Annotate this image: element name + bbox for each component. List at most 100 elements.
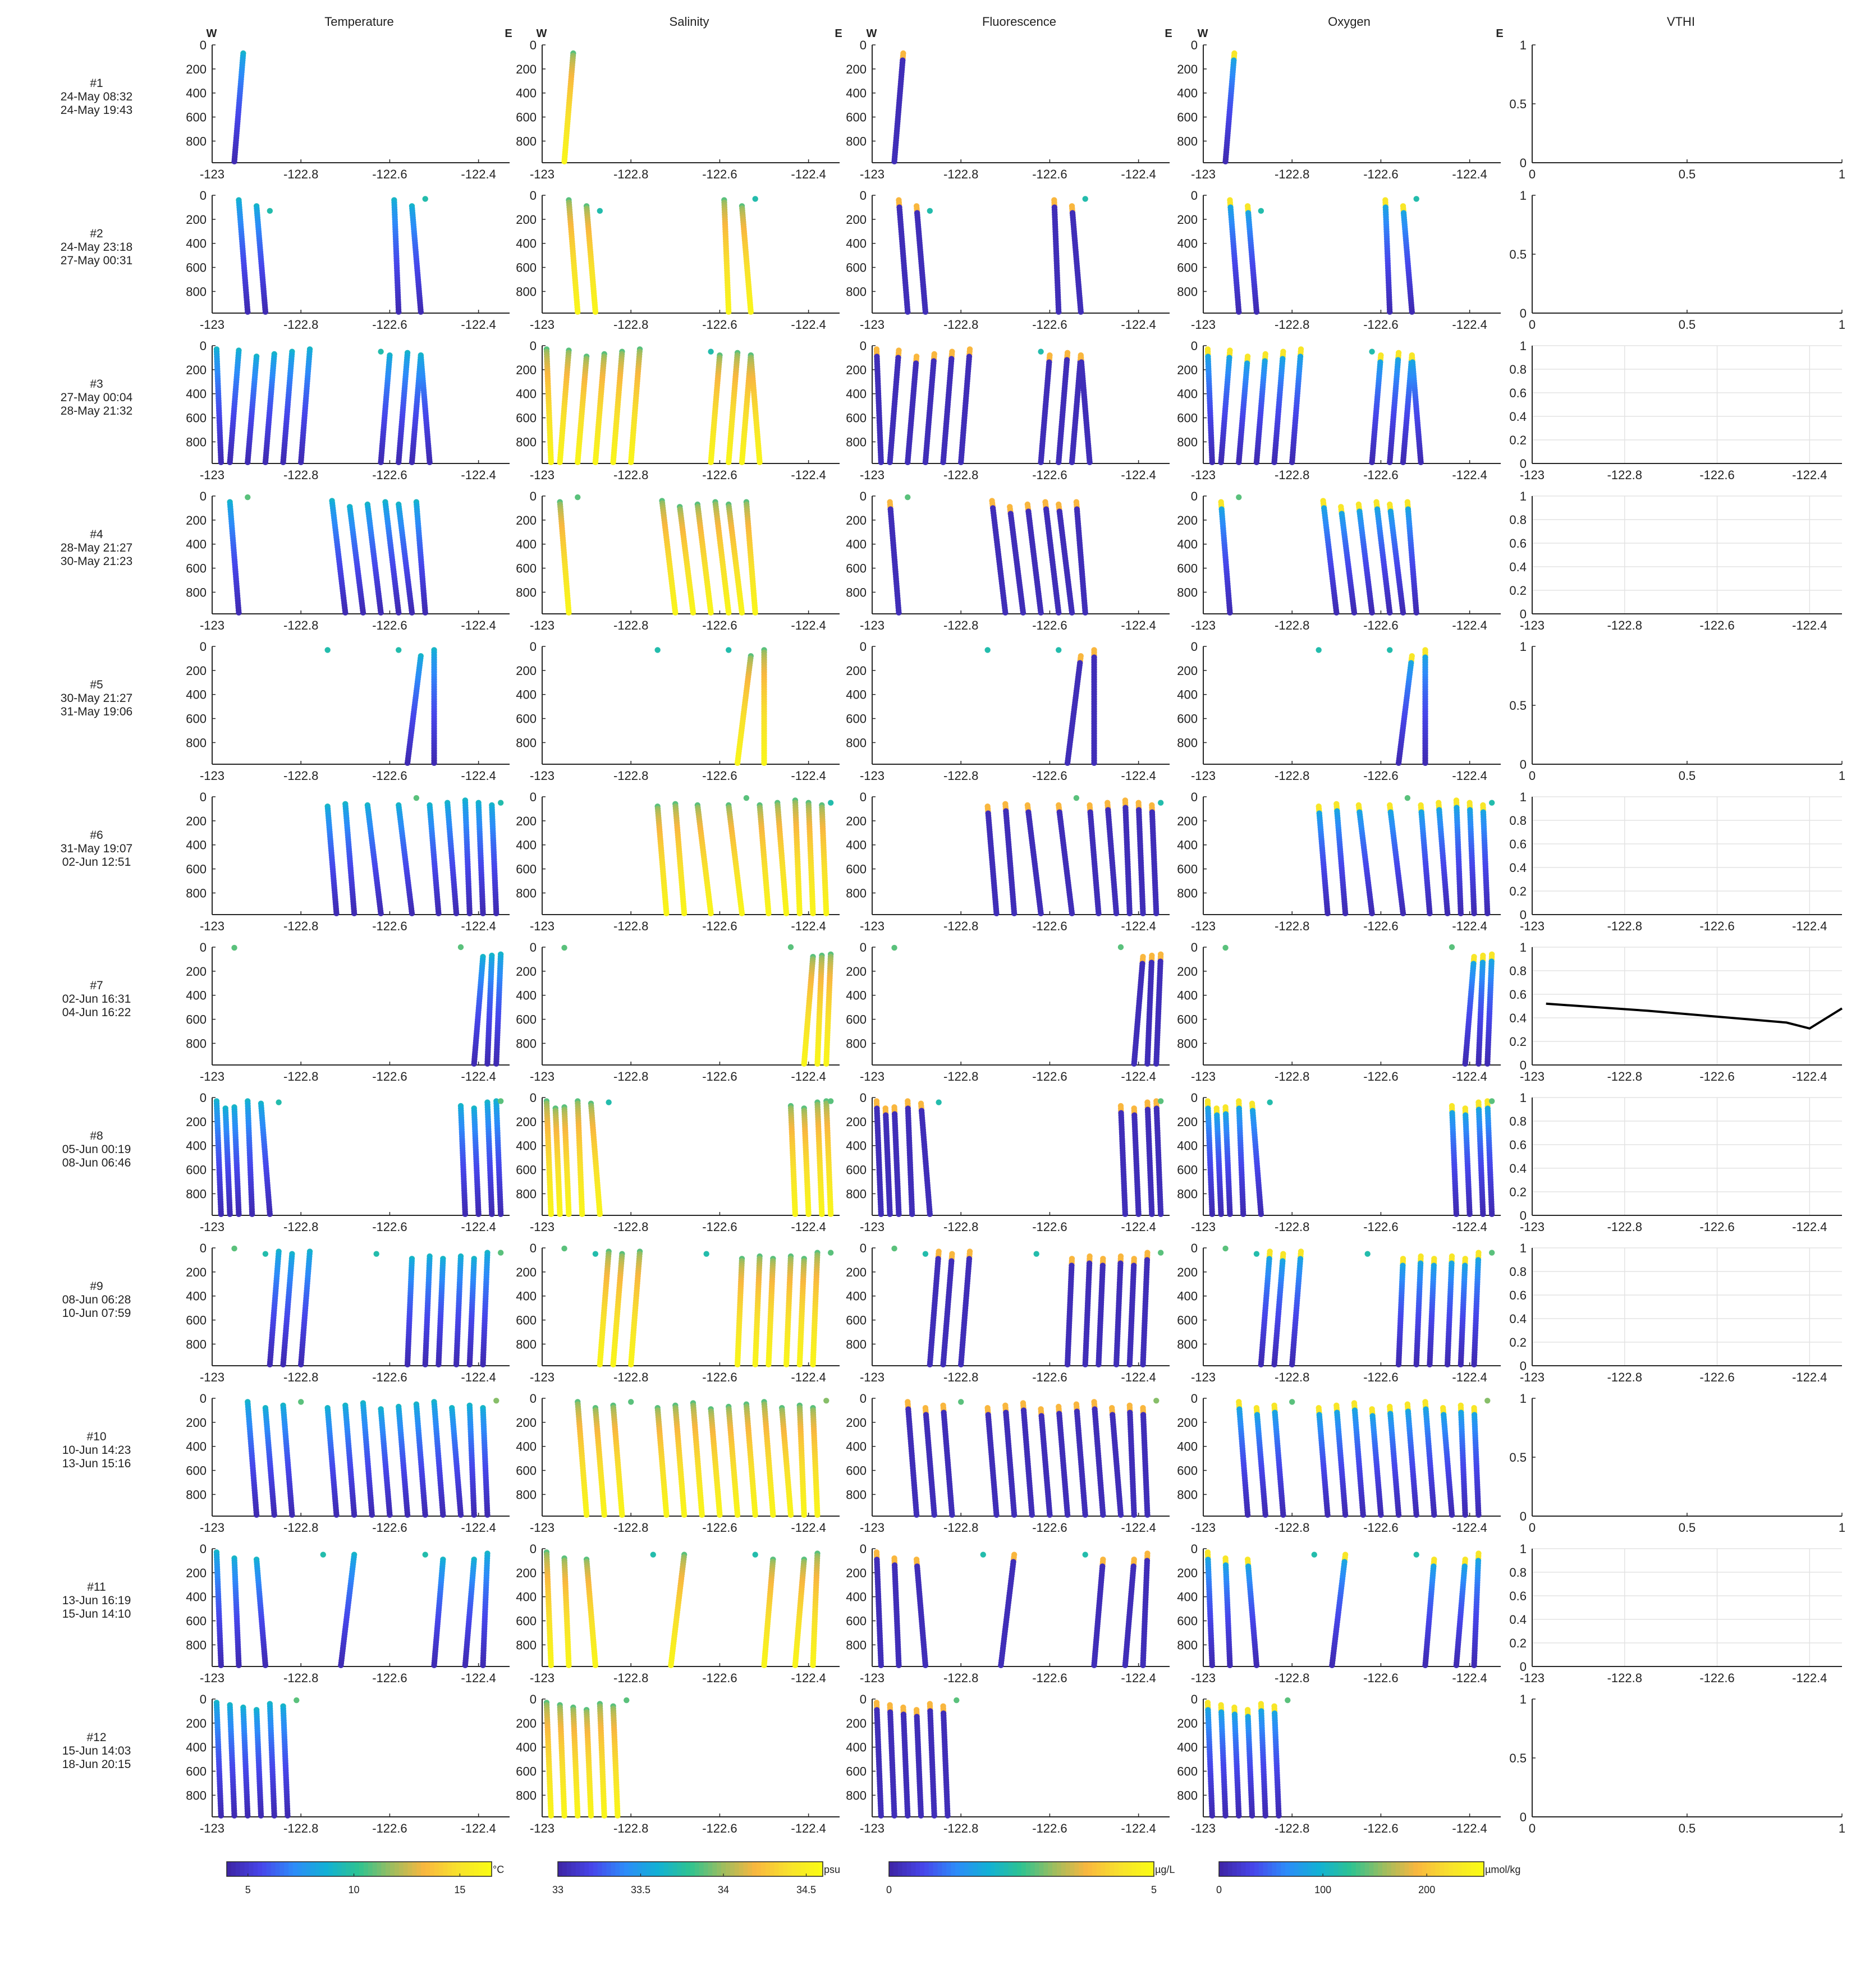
vthi-x-tick-label: 1: [1839, 318, 1845, 332]
y-tick-label: 200: [846, 664, 867, 678]
x-tick-label: -123: [1191, 618, 1216, 632]
vthi-x-tick-label: 0.5: [1679, 318, 1696, 332]
east-marker: E: [835, 27, 842, 40]
y-tick-label: 200: [846, 363, 867, 377]
surface-point: [984, 647, 991, 653]
column-title: Salinity: [670, 15, 709, 29]
profile-point: [227, 459, 233, 466]
y-tick-label: 400: [186, 688, 207, 702]
profile-point: [1038, 459, 1044, 466]
west-marker: W: [537, 27, 547, 40]
x-tick-label: -122.6: [1363, 167, 1398, 181]
x-tick-label: -122.4: [461, 468, 496, 482]
x-tick-label: -122.8: [943, 618, 978, 632]
row-label: #1: [90, 77, 103, 90]
y-tick-label: 200: [516, 664, 537, 678]
y-tick-label: 400: [1177, 86, 1198, 100]
profile-point: [1078, 309, 1084, 315]
x-tick-label: -123: [200, 769, 224, 783]
surface-point: [267, 208, 273, 214]
y-tick-label: 0: [860, 489, 867, 503]
y-tick-label: 0: [200, 189, 207, 203]
profile-point: [575, 459, 581, 466]
profile-point: [218, 459, 224, 466]
profile-point: [1064, 760, 1071, 766]
surface-point: [905, 494, 911, 501]
profile-point: [739, 459, 745, 466]
row-end-time: 28-May 21:32: [61, 405, 132, 417]
vthi-x-tick-label: 1: [1839, 167, 1845, 181]
x-tick-label: -122.8: [1275, 318, 1309, 332]
y-tick-label: 800: [1177, 284, 1198, 299]
profile-point: [342, 609, 349, 616]
x-tick-label: -122.6: [1032, 769, 1067, 783]
y-tick-label: 0: [530, 339, 537, 353]
y-tick-label: 800: [1177, 134, 1198, 148]
column-title: VTHI: [1667, 15, 1695, 29]
surface-point: [1236, 494, 1242, 501]
x-tick-label: -123: [860, 769, 885, 783]
profile-point: [592, 309, 599, 315]
x-tick-label: -123: [1191, 769, 1216, 783]
profile-point: [726, 609, 732, 616]
west-marker: W: [867, 27, 877, 40]
y-tick-label: 800: [186, 284, 207, 299]
profile-point: [922, 309, 929, 315]
y-tick-label: 200: [186, 363, 207, 377]
x-tick-label: -122.4: [1452, 769, 1487, 783]
profile-point: [1002, 609, 1009, 616]
y-tick-label: 400: [846, 538, 867, 552]
row-label: #2: [90, 227, 103, 240]
vthi-y-tick-label: 1: [1520, 189, 1527, 203]
x-tick-label: -122.4: [1121, 318, 1156, 332]
row-start-time: 24-May 08:32: [61, 90, 132, 103]
x-tick-label: -122.6: [1032, 167, 1067, 181]
profile-point: [1253, 459, 1260, 466]
profile-point: [958, 459, 964, 466]
y-tick-label: 600: [516, 411, 537, 425]
y-tick-label: 400: [516, 237, 537, 251]
profile-point: [1087, 459, 1093, 466]
profile-point: [1222, 158, 1229, 165]
column-title: Temperature: [324, 15, 394, 29]
y-tick-label: 200: [186, 213, 207, 227]
x-tick-label: -123: [860, 167, 885, 181]
y-tick-label: 600: [1177, 411, 1198, 425]
y-tick-label: 200: [186, 62, 207, 76]
profile-point: [610, 459, 616, 466]
profile-point: [1369, 609, 1375, 616]
profile-point: [672, 609, 679, 616]
y-tick-label: 400: [1177, 688, 1198, 702]
y-tick-label: 0: [860, 38, 867, 52]
x-tick-label: -122.8: [943, 468, 978, 482]
profile-point: [905, 309, 911, 315]
vthi-y-tick-label: 0.5: [1509, 247, 1527, 261]
y-tick-label: 200: [186, 664, 207, 678]
profile-point: [236, 609, 242, 616]
x-tick-label: -123: [860, 618, 885, 632]
profile-point: [690, 609, 696, 616]
surface-point: [752, 196, 758, 202]
y-tick-label: 200: [1177, 513, 1198, 527]
y-tick-label: 400: [186, 237, 207, 251]
x-tick-label: -122.4: [791, 468, 826, 482]
vthi-x-tick-label: -122.8: [1607, 618, 1642, 632]
y-tick-label: 400: [846, 688, 867, 702]
y-tick-label: 600: [516, 562, 537, 576]
profile-point: [1209, 459, 1216, 466]
y-tick-label: 600: [516, 712, 537, 726]
row-start-time: 27-May 00:04: [61, 391, 133, 404]
x-tick-label: -122.4: [1452, 468, 1487, 482]
x-tick-label: -122.6: [372, 618, 407, 632]
y-tick-label: 600: [1177, 562, 1198, 576]
vthi-x-tick-label: -123: [1520, 618, 1545, 632]
surface-point: [597, 208, 603, 214]
row-end-time: 31-May 19:06: [61, 705, 132, 718]
x-tick-label: -123: [860, 468, 885, 482]
profile-point: [396, 609, 402, 616]
y-tick-label: 600: [1177, 712, 1198, 726]
x-tick-label: -122.8: [943, 167, 978, 181]
profile-point: [378, 459, 384, 466]
vthi-y-tick-label: 0.8: [1509, 362, 1527, 377]
